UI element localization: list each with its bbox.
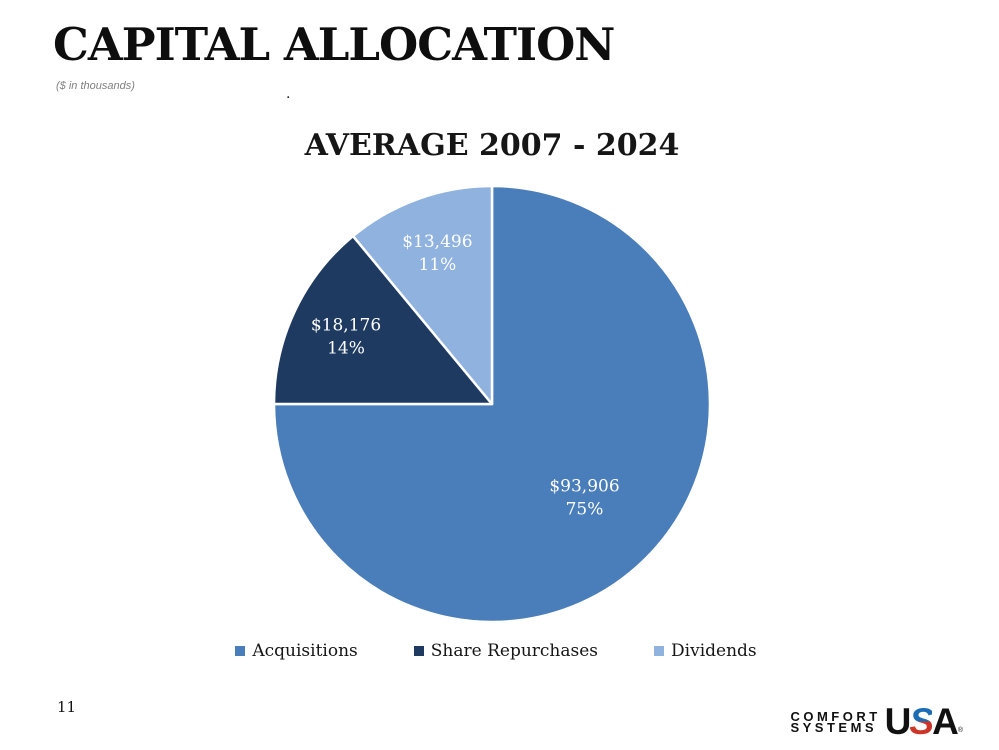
legend-item-acquisitions: Acquisitions <box>235 641 358 661</box>
page-title: CAPITAL ALLOCATION <box>53 18 615 71</box>
comfort-systems-usa-logo: COMFORT SYSTEMS USA ® <box>790 703 963 740</box>
legend-label: Share Repurchases <box>430 641 599 661</box>
legend-item-dividends: Dividends <box>654 641 757 661</box>
logo-s-swoosh-icon: S <box>909 701 934 742</box>
page-number: 11 <box>57 698 77 716</box>
pie-label-dividends: $13,496 11% <box>402 232 472 275</box>
pie-slice-dividends <box>351 184 494 406</box>
legend-item-share-repurchases: Share Repurchases <box>413 641 599 661</box>
chart-legend: Acquisitions Share Repurchases Dividends <box>0 641 992 661</box>
logo-letter-a: A <box>932 701 959 742</box>
legend-label: Acquisitions <box>252 641 358 661</box>
legend-swatch-icon <box>654 646 665 656</box>
page-subtitle: ($ in thousands) <box>56 80 135 92</box>
logo-letter-u: U <box>884 701 912 742</box>
legend-label: Dividends <box>671 641 757 661</box>
logo-line-comfort: COMFORT <box>790 709 881 724</box>
logo-text-lines: COMFORT SYSTEMS <box>790 709 881 736</box>
logo-usa-wordmark: USA <box>885 703 959 740</box>
legend-swatch-icon <box>235 646 246 656</box>
pie-label-share-repurchases: $18,176 14% <box>311 315 381 358</box>
stray-period: . <box>286 86 291 102</box>
pie-slice-share-repurchases <box>272 234 494 406</box>
chart-title: AVERAGE 2007 - 2024 <box>304 128 680 163</box>
legend-swatch-icon <box>413 646 424 656</box>
logo-line-systems: SYSTEMS <box>790 720 878 735</box>
pie-chart: $93,906 75% $18,176 14% $13,496 11% <box>272 184 712 624</box>
registered-trademark-icon: ® <box>957 727 963 734</box>
pie-label-acquisitions: $93,906 75% <box>549 477 619 520</box>
